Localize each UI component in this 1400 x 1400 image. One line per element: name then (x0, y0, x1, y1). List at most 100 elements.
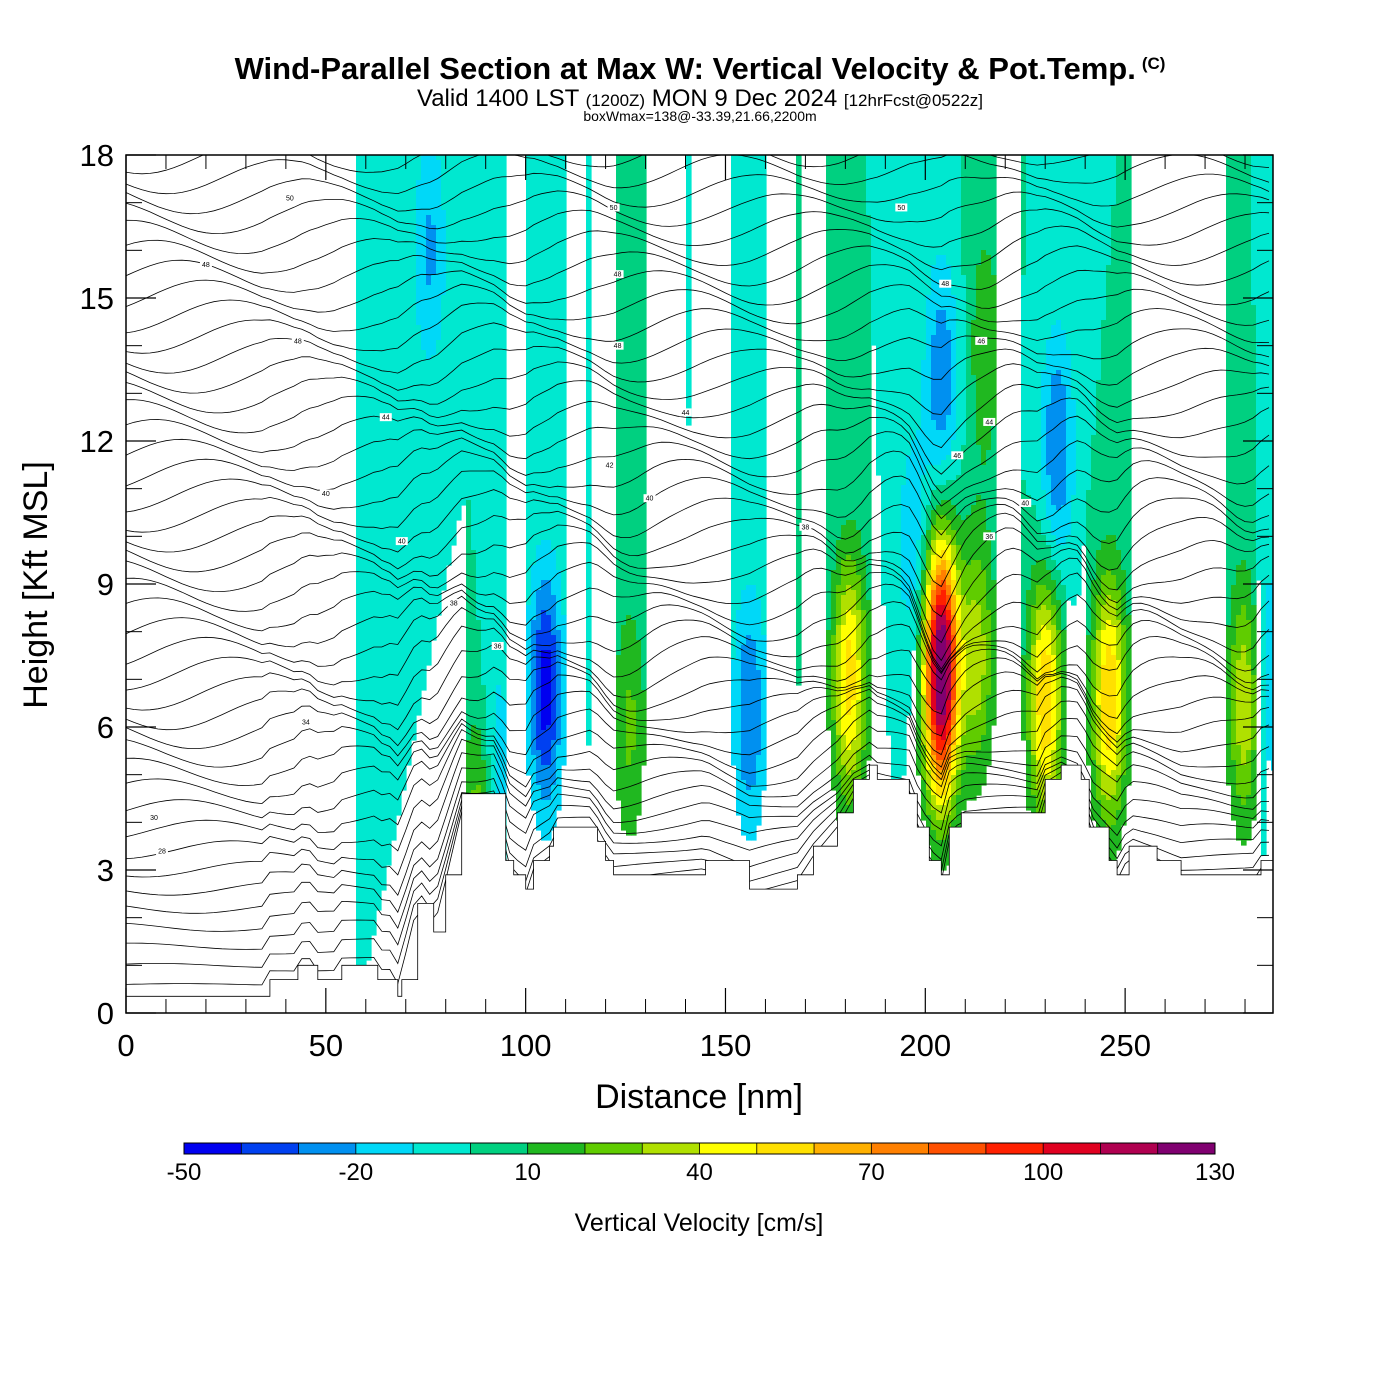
w-cell (941, 820, 947, 841)
w-cell (881, 155, 887, 606)
contour-label: 38 (450, 601, 458, 608)
w-cell (931, 555, 937, 571)
theta-contour-line (126, 155, 1270, 195)
w-cell (851, 520, 857, 561)
theta-contour-line (126, 112, 1269, 153)
valid-date: MON 9 Dec 2024 (651, 85, 838, 112)
w-cell (971, 560, 977, 601)
contour-label-bg (379, 413, 392, 422)
w-cell (946, 545, 952, 561)
w-cell (946, 330, 952, 416)
contour-label: 44 (682, 410, 690, 417)
contour-label: 48 (294, 338, 302, 345)
w-cell (971, 755, 977, 801)
w-cell (496, 155, 502, 686)
w-cell (921, 695, 927, 746)
w-cell (1026, 660, 1032, 741)
theta-contour-line (126, 190, 1270, 235)
w-cell (1121, 155, 1127, 571)
w-cell (1056, 545, 1062, 571)
w-cell (936, 595, 942, 606)
w-cell (1036, 640, 1042, 681)
w-cell (1036, 520, 1042, 561)
vertical-velocity-field (356, 155, 1273, 1011)
w-cell (851, 740, 857, 771)
w-cell (546, 155, 552, 541)
contour-label: 48 (202, 262, 210, 269)
w-cell (1081, 155, 1087, 546)
w-cell (931, 780, 937, 796)
w-cell (931, 795, 937, 811)
terrain-profile (126, 764, 1273, 1013)
w-cell (531, 565, 537, 621)
y-tick-label: 3 (97, 853, 114, 888)
w-cell (526, 605, 532, 776)
w-cell (1101, 155, 1107, 321)
w-cell (551, 550, 557, 596)
w-cell (381, 155, 387, 891)
contour-label: 50 (897, 205, 905, 212)
w-cell (1041, 605, 1047, 626)
w-cell (956, 715, 962, 746)
w-cell (956, 570, 962, 596)
w-cell (541, 730, 547, 766)
w-cell (1051, 505, 1057, 536)
w-cell (551, 635, 557, 741)
w-cell (986, 450, 992, 531)
contour-label: 46 (953, 453, 961, 460)
w-cell (911, 155, 917, 441)
w-cell (936, 565, 942, 576)
w-cell (1251, 605, 1257, 676)
w-cell (421, 350, 427, 691)
w-cell (1051, 605, 1057, 626)
w-cell (936, 540, 942, 556)
w-cell (476, 620, 482, 731)
w-cell (741, 645, 747, 781)
w-cell (1241, 805, 1247, 846)
colorbar-tick-label: 10 (514, 1159, 541, 1186)
contour-label: 44 (985, 419, 993, 426)
w-cell (941, 770, 947, 781)
w-cell (981, 635, 987, 676)
w-cell (921, 570, 927, 596)
w-cell (951, 155, 957, 296)
w-cell (926, 770, 932, 791)
w-cell (526, 155, 532, 606)
w-cell (431, 355, 437, 641)
contour-label-bg (895, 203, 908, 212)
w-cell (946, 595, 952, 611)
w-cell (641, 155, 647, 691)
contour-label-bg (447, 599, 460, 608)
w-cell (861, 610, 867, 751)
x-axis-title: Distance [nm] (595, 1078, 803, 1116)
w-cell (936, 430, 942, 466)
w-cell (926, 620, 932, 646)
w-cell (921, 360, 927, 476)
w-cell (971, 505, 977, 561)
colorbar-swatch (298, 1143, 357, 1154)
chart-subtitle: Valid 1400 LST (1200Z) MON 9 Dec 2024 [1… (0, 85, 1400, 113)
w-cell (916, 430, 922, 541)
theta-contour-line (126, 709, 1270, 838)
w-cell (941, 485, 947, 501)
forecast-info: [12hrFcst@0522z] (843, 91, 984, 110)
w-cell (846, 610, 852, 641)
w-cell (486, 755, 492, 821)
w-cell (356, 155, 362, 1011)
w-cell (936, 310, 942, 431)
w-cell (941, 460, 947, 486)
w-cell (1246, 750, 1252, 796)
x-tick-label: 150 (700, 1028, 752, 1063)
w-cell (936, 750, 942, 761)
w-cell (586, 155, 592, 746)
w-cell (626, 690, 632, 766)
w-cell (1041, 490, 1047, 536)
w-cell (851, 655, 857, 701)
w-cell (941, 580, 947, 591)
w-cell (926, 550, 932, 571)
contour-label-bg (147, 813, 160, 822)
w-cell (901, 600, 907, 776)
w-cell (1241, 605, 1247, 646)
colorbar-swatch (928, 1143, 987, 1154)
w-cell (931, 335, 937, 421)
